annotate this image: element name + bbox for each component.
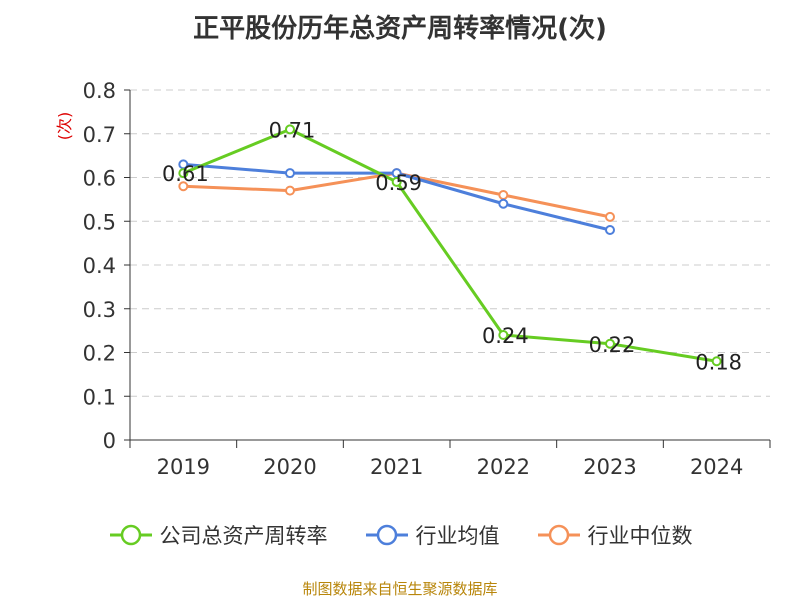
y-tick-label: 0.6 xyxy=(83,167,116,191)
data-point xyxy=(178,168,189,179)
data-point xyxy=(711,356,722,367)
data-point xyxy=(605,338,615,349)
data-point xyxy=(285,185,295,196)
grid-layer xyxy=(130,89,770,397)
data-point xyxy=(605,211,615,222)
legend-marker-icon xyxy=(365,524,408,546)
x-tick-label: 2023 xyxy=(583,455,636,479)
data-label: 0.59 xyxy=(375,171,422,195)
legend-label: 行业中位数 xyxy=(587,524,693,548)
y-axis-label: (次) xyxy=(55,112,74,141)
legend-label: 公司总资产周转率 xyxy=(159,524,328,548)
y-tick-label: 0.8 xyxy=(83,79,116,103)
y-tick-label: 0.1 xyxy=(83,385,116,409)
chart-title: 正平股份历年总资产周转率情况(次) xyxy=(193,14,607,44)
x-tick-label: 2019 xyxy=(157,455,210,479)
series-layer xyxy=(178,124,722,367)
data-label: 0.22 xyxy=(589,333,636,357)
data-point xyxy=(285,124,295,135)
x-tick-label: 2020 xyxy=(263,455,316,479)
legend-item[interactable]: 行业均值 xyxy=(364,520,500,550)
x-tick-label: 2024 xyxy=(690,455,743,479)
source-note: 制图数据来自恒生聚源数据库 xyxy=(302,580,498,598)
data-label: 0.71 xyxy=(269,118,316,142)
legend-label: 行业均值 xyxy=(415,524,500,548)
x-tick-label: 2021 xyxy=(370,455,423,479)
data-point xyxy=(605,225,615,235)
data-label: 0.24 xyxy=(482,324,529,348)
series-line xyxy=(182,127,717,363)
data-point xyxy=(391,176,402,187)
legend-item[interactable]: 公司总资产周转率 xyxy=(108,520,328,550)
data-point xyxy=(178,181,189,192)
data-point xyxy=(498,330,509,340)
y-tick-label: 0.3 xyxy=(83,298,116,322)
y-tick-label: 0 xyxy=(103,429,116,453)
legend-item[interactable]: 行业中位数 xyxy=(536,520,693,550)
legend-marker-icon xyxy=(537,524,580,546)
data-point xyxy=(498,190,509,200)
data-label: 0.18 xyxy=(695,350,742,374)
x-tick-label: 2022 xyxy=(477,455,530,479)
y-tick-label: 0.4 xyxy=(83,254,116,278)
label-layer: 0.61 0.71 0.59 0.24 0.22 0.18 xyxy=(162,118,742,374)
legend: 公司总资产周转率 行业均值 行业中位数 xyxy=(0,520,800,550)
y-tick-label: 0.2 xyxy=(83,342,116,366)
data-point xyxy=(498,198,509,209)
y-tick-label: 0.5 xyxy=(83,210,116,234)
legend-marker-icon xyxy=(109,524,152,546)
y-tick-label: 0.7 xyxy=(83,123,116,147)
data-label: 0.61 xyxy=(162,162,209,186)
data-point xyxy=(285,168,295,179)
axis-layer: 0 0.1 0.2 0.3 0.4 0.5 0.6 0.7 0.8 2019 2020 2021 202… xyxy=(55,79,771,479)
